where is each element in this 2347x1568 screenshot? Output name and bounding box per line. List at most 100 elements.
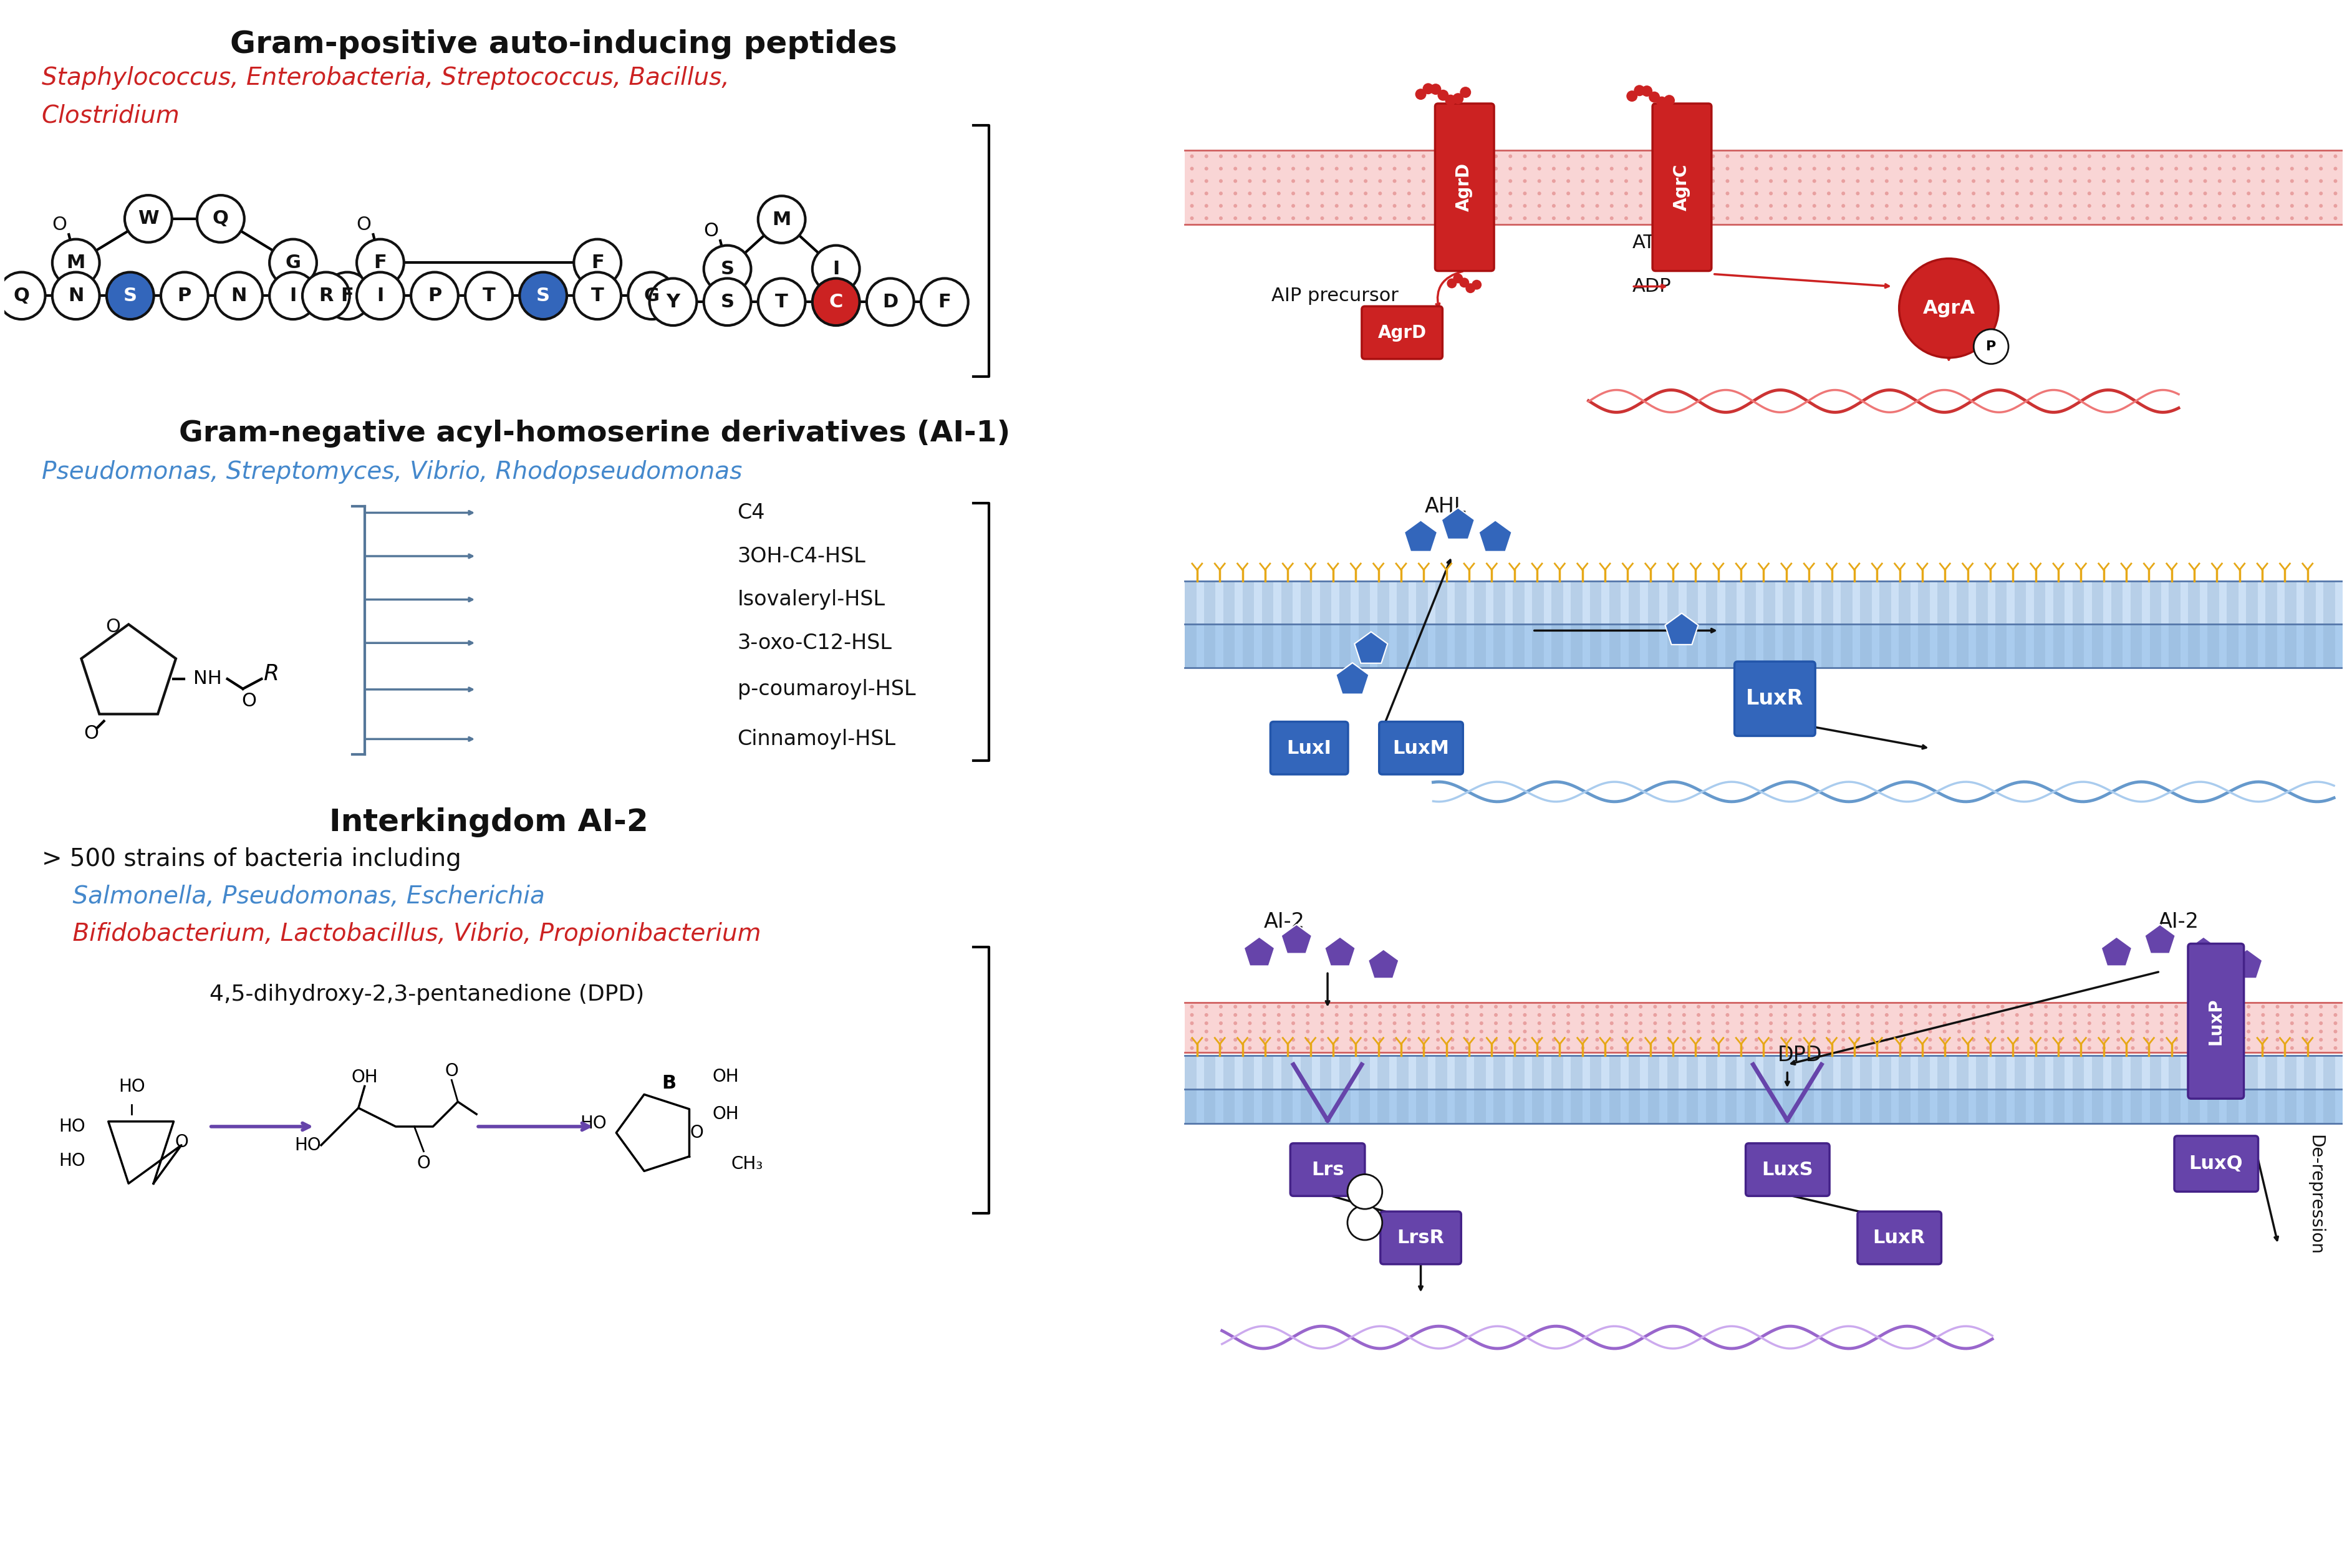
- Text: P: P: [427, 287, 441, 304]
- Circle shape: [2173, 216, 2178, 220]
- Bar: [1263, 1055, 1274, 1123]
- Circle shape: [2319, 1038, 2324, 1041]
- Circle shape: [2103, 191, 2105, 196]
- Circle shape: [2173, 1046, 2178, 1051]
- Text: M: M: [66, 254, 84, 271]
- Circle shape: [1624, 179, 1629, 183]
- Circle shape: [1784, 166, 1788, 171]
- Circle shape: [1842, 166, 1845, 171]
- Circle shape: [2246, 1038, 2251, 1041]
- Circle shape: [2246, 191, 2251, 196]
- Circle shape: [2072, 1013, 2077, 1016]
- Circle shape: [2218, 191, 2223, 196]
- Circle shape: [1842, 1030, 1845, 1033]
- Circle shape: [1899, 1013, 1903, 1016]
- Circle shape: [2131, 179, 2136, 183]
- Circle shape: [1725, 1013, 1730, 1016]
- Circle shape: [2030, 1030, 2033, 1033]
- Circle shape: [1871, 1021, 1875, 1025]
- Circle shape: [1479, 1005, 1483, 1008]
- Circle shape: [2058, 1021, 2063, 1025]
- Circle shape: [1812, 1030, 1817, 1033]
- Circle shape: [357, 273, 404, 320]
- Circle shape: [1826, 1038, 1831, 1041]
- Circle shape: [1218, 1005, 1223, 1008]
- Circle shape: [1669, 1013, 1671, 1016]
- Bar: [1455, 582, 1467, 668]
- Circle shape: [1335, 179, 1338, 183]
- Circle shape: [1422, 83, 1434, 94]
- Circle shape: [1263, 1038, 1265, 1041]
- FancyBboxPatch shape: [1361, 306, 1443, 359]
- Circle shape: [2086, 1030, 2091, 1033]
- Bar: [2091, 582, 2103, 668]
- Circle shape: [1582, 204, 1584, 207]
- Circle shape: [1683, 1021, 1685, 1025]
- Circle shape: [1277, 191, 1281, 196]
- Bar: [1821, 582, 1833, 668]
- Circle shape: [2319, 1005, 2324, 1008]
- Circle shape: [2131, 216, 2136, 220]
- Polygon shape: [1354, 632, 1387, 663]
- Circle shape: [2333, 1021, 2338, 1025]
- Circle shape: [1739, 166, 1744, 171]
- Circle shape: [1739, 1038, 1744, 1041]
- Circle shape: [1249, 216, 1251, 220]
- Circle shape: [1770, 1046, 1772, 1051]
- Circle shape: [1350, 1013, 1352, 1016]
- Circle shape: [2305, 1021, 2309, 1025]
- Circle shape: [1669, 1046, 1671, 1051]
- Circle shape: [1669, 1030, 1671, 1033]
- Circle shape: [1190, 204, 1195, 207]
- Circle shape: [106, 273, 155, 320]
- Circle shape: [1856, 1021, 1859, 1025]
- Bar: [2187, 1055, 2199, 1123]
- Circle shape: [1596, 204, 1598, 207]
- Circle shape: [2030, 191, 2033, 196]
- Circle shape: [2044, 166, 2049, 171]
- Bar: [1340, 1055, 1350, 1123]
- Circle shape: [1378, 166, 1382, 171]
- Circle shape: [1610, 1005, 1612, 1008]
- Circle shape: [1957, 166, 1962, 171]
- Text: N: N: [68, 287, 84, 304]
- Bar: [1995, 582, 2007, 668]
- Circle shape: [1495, 191, 1497, 196]
- Circle shape: [704, 245, 751, 293]
- Circle shape: [1565, 1046, 1570, 1051]
- Circle shape: [1537, 204, 1542, 207]
- Bar: [2131, 1055, 2143, 1123]
- Text: OH: OH: [713, 1068, 739, 1085]
- Circle shape: [1249, 1005, 1251, 1008]
- Circle shape: [2232, 1021, 2237, 1025]
- Text: AIP precursor: AIP precursor: [1272, 287, 1399, 304]
- Text: Bifidobacterium, Lactobacillus, Vibrio, Propionibacterium: Bifidobacterium, Lactobacillus, Vibrio, …: [42, 922, 760, 946]
- Circle shape: [1943, 216, 1946, 220]
- Circle shape: [1479, 216, 1483, 220]
- Circle shape: [1263, 1030, 1265, 1033]
- Circle shape: [1739, 204, 1744, 207]
- Circle shape: [1392, 1013, 1396, 1016]
- Bar: [1204, 1055, 1216, 1123]
- Circle shape: [1350, 154, 1352, 158]
- Circle shape: [1885, 1038, 1889, 1041]
- Bar: [1223, 582, 1235, 668]
- Circle shape: [575, 273, 622, 320]
- Text: O: O: [690, 1124, 704, 1142]
- Circle shape: [1842, 1046, 1845, 1051]
- Circle shape: [1826, 1013, 1831, 1016]
- Circle shape: [1812, 166, 1817, 171]
- Circle shape: [2058, 1013, 2063, 1016]
- Circle shape: [1885, 191, 1889, 196]
- Bar: [1340, 582, 1350, 668]
- Bar: [1917, 582, 1929, 668]
- Bar: [2035, 582, 2047, 668]
- Circle shape: [758, 196, 805, 243]
- Circle shape: [1986, 1046, 1990, 1051]
- Circle shape: [2173, 1021, 2178, 1025]
- Bar: [2131, 582, 2143, 668]
- Circle shape: [270, 240, 317, 287]
- Circle shape: [1638, 179, 1643, 183]
- Circle shape: [1249, 1013, 1251, 1016]
- Text: p-coumaroyl-HSL: p-coumaroyl-HSL: [737, 679, 915, 699]
